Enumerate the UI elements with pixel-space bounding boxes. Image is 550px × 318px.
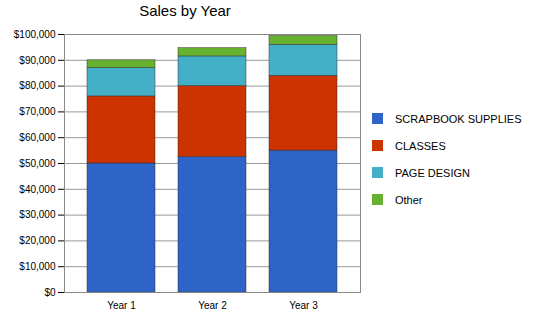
svg-text:$100,000: $100,000 [14,29,56,40]
svg-text:$30,000: $30,000 [19,209,56,220]
html-text:SCRAPBOOK SUPPLIES: SCRAPBOOK SUPPLIES [395,112,522,125]
html-text:Other: Other [395,193,423,206]
svg-text:Year 2: Year 2 [198,300,227,311]
svg-text:$50,000: $50,000 [19,158,56,169]
html-text:Sales by Year: Sales by Year [139,2,231,19]
svg-text:$70,000: $70,000 [19,106,56,117]
svg-text:$90,000: $90,000 [19,55,56,66]
svg-text:$20,000: $20,000 [19,235,56,246]
svg-text:$40,000: $40,000 [19,184,56,195]
svg-text:Year 1: Year 1 [107,300,136,311]
svg-text:$80,000: $80,000 [19,80,56,91]
svg-text:$10,000: $10,000 [19,261,56,272]
svg-text:Year 3: Year 3 [289,300,318,311]
svg-text:$60,000: $60,000 [19,132,56,143]
svg-text:$0: $0 [44,287,56,298]
html-text:CLASSES: CLASSES [395,139,446,152]
html-text:PAGE DESIGN: PAGE DESIGN [395,166,470,179]
